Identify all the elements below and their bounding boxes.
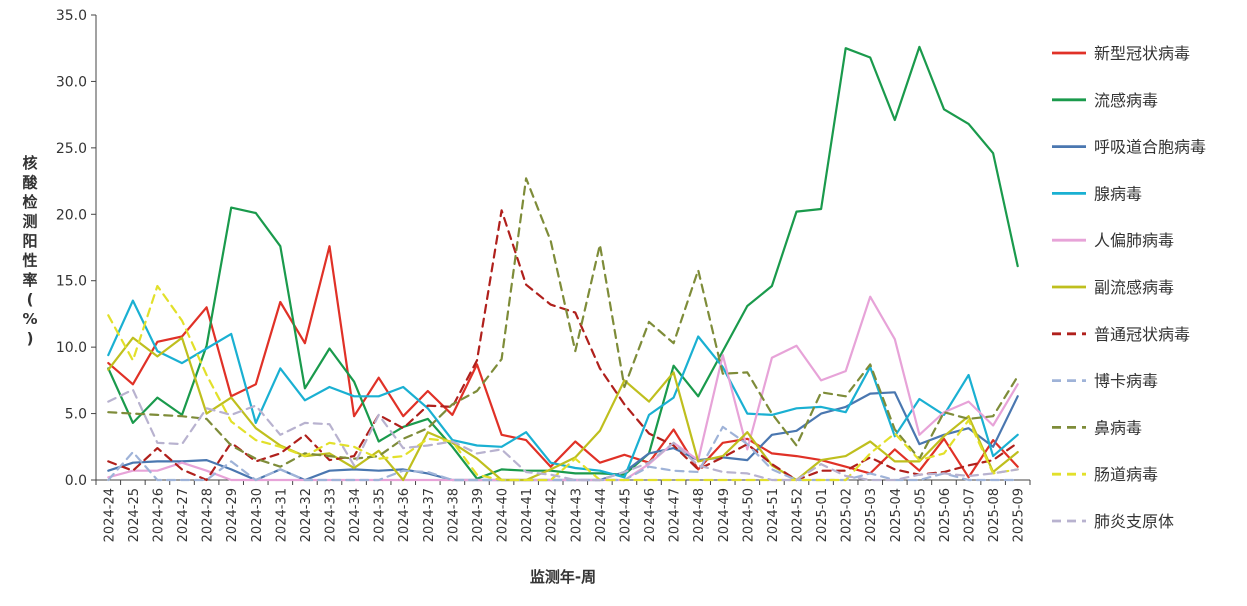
legend-item: 流感病毒 <box>1052 91 1158 110</box>
series-line-7 <box>107 425 1019 482</box>
legend-item: 腺病毒 <box>1052 184 1142 203</box>
x-tick-label: 2025-05 <box>913 488 928 542</box>
y-axis: 0.0 5.0 10.0 15.0 20.0 25.0 30.0 35.0 <box>56 8 97 489</box>
x-tick-label: 2024-50 <box>741 488 756 542</box>
x-tick-label: 2024-49 <box>717 488 732 542</box>
legend-item: 博卡病毒 <box>1052 372 1158 391</box>
series-line-5 <box>107 336 1019 482</box>
x-tick-label: 2024-43 <box>569 488 584 542</box>
y-tick-label: 20.0 <box>56 207 87 223</box>
x-axis-label: 监测年-周 <box>530 568 596 586</box>
legend-item: 普通冠状病毒 <box>1052 325 1190 344</box>
plot-area <box>107 45 1019 482</box>
x-tick-label: 2024-48 <box>692 488 707 542</box>
x-tick-label: 2024-31 <box>274 488 289 542</box>
y-tick-label: 15.0 <box>56 274 87 290</box>
series-line-2 <box>107 391 1019 482</box>
legend-label: 鼻病毒 <box>1094 418 1142 437</box>
series-line-8 <box>107 177 1019 468</box>
x-tick-label: 2024-33 <box>324 488 339 542</box>
x-tick-label: 2024-52 <box>791 488 806 542</box>
x-tick-label: 2025-04 <box>889 488 904 542</box>
series-line-9 <box>107 284 1019 482</box>
x-tick-label: 2024-40 <box>496 488 511 542</box>
y-tick-label: 10.0 <box>56 340 87 356</box>
x-tick-label: 2025-08 <box>987 488 1002 542</box>
x-tick-label: 2025-03 <box>864 488 879 542</box>
x-tick-label: 2024-27 <box>176 488 191 542</box>
x-tick-label: 2024-25 <box>127 488 142 542</box>
legend-item: 肠道病毒 <box>1052 465 1158 484</box>
series-line-0 <box>107 245 1019 479</box>
y-tick-label: 25.0 <box>56 141 87 157</box>
legend-label: 博卡病毒 <box>1094 372 1158 391</box>
x-tick-label: 2025-09 <box>1012 488 1027 542</box>
x-tick-label: 2024-45 <box>618 488 633 542</box>
y-axis-label-text: 核酸检测阳性率(%) <box>22 154 38 348</box>
legend-label: 人偏肺病毒 <box>1094 231 1174 250</box>
legend-item: 人偏肺病毒 <box>1052 231 1174 250</box>
x-tick-label: 2025-07 <box>963 488 978 542</box>
series-line-10 <box>107 388 1019 482</box>
legend: 新型冠状病毒流感病毒呼吸道合胞病毒腺病毒人偏肺病毒副流感病毒普通冠状病毒博卡病毒… <box>1052 44 1206 531</box>
x-tick-label: 2024-41 <box>520 488 535 542</box>
x-tick-label: 2024-36 <box>397 488 412 542</box>
x-tick-label: 2024-26 <box>151 488 166 542</box>
x-tick-label: 2025-02 <box>840 488 855 542</box>
x-tick-label: 2024-47 <box>668 488 683 542</box>
legend-label: 肺炎支原体 <box>1094 512 1174 531</box>
x-tick-label: 2024-38 <box>446 488 461 542</box>
legend-item: 副流感病毒 <box>1052 278 1174 297</box>
x-tick-label: 2024-30 <box>250 488 265 542</box>
legend-item: 鼻病毒 <box>1052 418 1142 437</box>
y-tick-label: 35.0 <box>56 8 87 24</box>
x-tick-label: 2024-24 <box>102 488 117 542</box>
y-tick-label: 5.0 <box>65 407 87 423</box>
x-tick-label: 2024-44 <box>594 488 609 542</box>
x-tick-label: 2024-34 <box>348 488 363 542</box>
x-tick-label: 2024-46 <box>643 488 658 542</box>
series-line-4 <box>107 295 1019 482</box>
x-tick-label: 2024-42 <box>545 488 560 542</box>
legend-item: 肺炎支原体 <box>1052 512 1174 531</box>
y-tick-label: 30.0 <box>56 74 87 90</box>
x-tick-label: 2024-32 <box>299 488 314 542</box>
x-tick-label: 2024-51 <box>766 488 781 542</box>
legend-label: 新型冠状病毒 <box>1094 44 1190 63</box>
x-tick-label: 2025-01 <box>815 488 830 542</box>
legend-label: 呼吸道合胞病毒 <box>1094 138 1206 157</box>
x-tick-label: 2025-06 <box>938 488 953 542</box>
legend-label: 副流感病毒 <box>1094 278 1174 297</box>
x-tick-label: 2024-35 <box>373 488 388 542</box>
legend-item: 新型冠状病毒 <box>1052 44 1190 63</box>
series-line-1 <box>107 45 1019 480</box>
x-tick-label: 2024-28 <box>201 488 216 542</box>
legend-item: 呼吸道合胞病毒 <box>1052 138 1206 157</box>
x-tick-label: 2024-37 <box>422 488 437 542</box>
legend-label: 普通冠状病毒 <box>1094 325 1190 344</box>
y-axis-label: 核酸检测阳性率(%) <box>22 154 38 348</box>
x-tick-label: 2024-29 <box>225 488 240 542</box>
series-line-6 <box>107 209 1019 482</box>
legend-label: 腺病毒 <box>1094 184 1142 203</box>
legend-label: 流感病毒 <box>1094 91 1158 110</box>
x-tick-label: 2024-39 <box>471 488 486 542</box>
series-line-3 <box>107 299 1019 479</box>
y-tick-label: 0.0 <box>65 473 87 489</box>
legend-label: 肠道病毒 <box>1094 465 1158 484</box>
x-axis: 2024-24 2024-25 2024-26 2024-27 2024-28 2024-… <box>95 479 1031 542</box>
